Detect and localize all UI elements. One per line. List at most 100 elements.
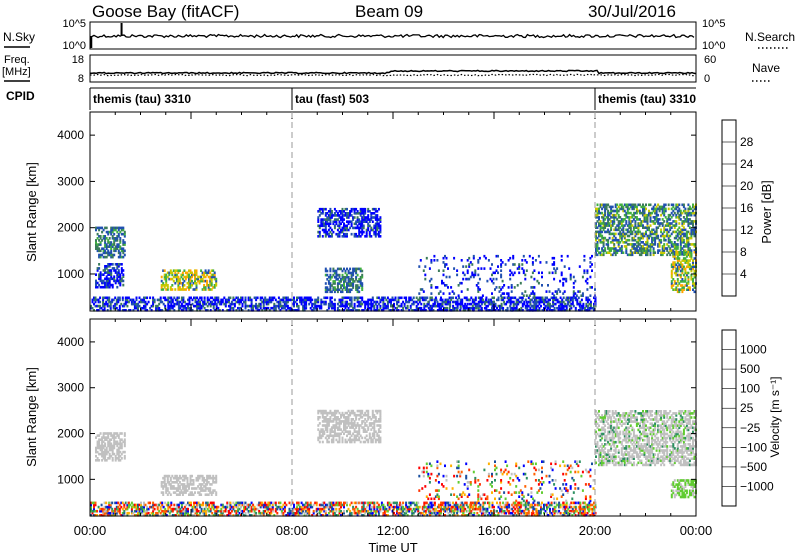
heatmap-cell — [137, 511, 139, 515]
heatmap-cell — [685, 230, 688, 234]
heatmap-cell — [214, 511, 217, 515]
heatmap-cell — [503, 300, 506, 304]
heatmap-cell — [332, 214, 335, 217]
heatmap-cell — [500, 288, 503, 291]
heatmap-cell — [477, 302, 480, 306]
heatmap-cell — [559, 304, 562, 308]
heatmap-cell — [214, 296, 217, 300]
heatmap-cell — [693, 269, 696, 273]
heatmap-cell — [119, 245, 122, 248]
heatmap-cell — [667, 251, 670, 254]
heatmap-cell — [487, 259, 490, 262]
heatmap-cell — [607, 241, 610, 244]
heatmap-cell — [616, 251, 619, 254]
heatmap-cell — [374, 216, 377, 219]
heatmap-cell — [108, 263, 111, 266]
heatmap-cell — [166, 493, 169, 496]
heatmap-cell — [105, 302, 108, 306]
heatmap-cell — [346, 214, 348, 217]
heatmap-cell — [693, 249, 696, 252]
heatmap-cell — [338, 509, 341, 513]
heatmap-cell — [187, 304, 189, 308]
heatmap-cell — [649, 230, 652, 234]
heatmap-cell — [177, 487, 180, 490]
heatmap-cell — [670, 222, 673, 225]
heatmap-cell — [649, 218, 652, 221]
heatmap-cell — [107, 271, 110, 274]
heatmap-cell — [194, 273, 196, 277]
heatmap-cell — [581, 304, 584, 308]
heatmap-cell — [361, 218, 364, 221]
heatmap-cell — [288, 509, 291, 513]
heatmap-cell — [102, 454, 105, 458]
heatmap-cell — [362, 509, 365, 513]
heatmap-cell — [320, 509, 323, 513]
heatmap-cell — [586, 296, 589, 300]
heatmap-cell — [626, 238, 629, 242]
heatmap-cell — [330, 300, 333, 304]
heatmap-cell — [108, 304, 111, 308]
heatmap-cell — [533, 286, 536, 289]
heatmap-cell — [649, 249, 652, 252]
heatmap-cell — [632, 245, 635, 248]
heatmap-cell — [579, 306, 582, 310]
heatmap-cell — [347, 212, 350, 215]
heatmap-cell — [194, 304, 197, 308]
heatmap-cell — [333, 212, 336, 215]
heatmap-cell — [666, 243, 669, 246]
heatmap-cell — [329, 302, 332, 306]
heatmap-cell — [94, 304, 97, 308]
heatmap-cell — [341, 296, 344, 300]
heatmap-cell — [676, 261, 679, 264]
heatmap-cell — [98, 446, 101, 450]
heatmap-cell — [203, 481, 206, 484]
heatmap-cell — [163, 485, 166, 488]
heatmap-cell — [418, 298, 421, 302]
heatmap-cell — [116, 275, 119, 278]
heatmap-cell — [365, 232, 368, 236]
heatmap-cell — [144, 514, 147, 517]
heatmap-cell — [667, 234, 670, 238]
heatmap-cell — [114, 454, 117, 458]
heatmap-cell — [553, 306, 556, 310]
heatmap-cell — [359, 302, 362, 306]
heatmap-cell — [171, 487, 174, 490]
heatmap-cell — [330, 210, 333, 213]
heatmap-cell — [679, 213, 682, 217]
heatmap-cell — [336, 224, 339, 228]
heatmap-cell — [130, 509, 133, 513]
heatmap-cell — [213, 277, 216, 281]
heatmap-cell — [376, 228, 379, 232]
heatmap-cell — [177, 489, 180, 492]
heatmap-cell — [634, 243, 637, 246]
heatmap-cell — [682, 267, 685, 271]
heatmap-cell — [105, 285, 108, 289]
heatmap-cell — [502, 296, 505, 300]
heatmap-cell — [406, 300, 409, 304]
heatmap-cell — [661, 222, 664, 225]
heatmap-cell — [194, 509, 197, 513]
heatmap-cell — [675, 249, 678, 252]
heatmap-cell — [595, 245, 597, 248]
heatmap-cell — [367, 210, 370, 213]
heatmap-cell — [423, 302, 426, 306]
heatmap-cell — [330, 509, 333, 513]
heatmap-cell — [180, 503, 183, 507]
heatmap-cell — [362, 505, 365, 509]
heatmap-cell — [676, 232, 679, 236]
heatmap-cell — [462, 309, 465, 312]
heatmap-cell — [617, 243, 620, 246]
heatmap-cell — [521, 298, 524, 302]
heatmap-cell — [343, 505, 345, 509]
heatmap-cell — [468, 298, 471, 302]
heatmap-cell — [356, 304, 359, 308]
heatmap-cell — [196, 505, 199, 509]
heatmap-cell — [623, 245, 626, 248]
heatmap-cell — [435, 304, 438, 308]
heatmap-cell — [259, 298, 262, 302]
heatmap-cell — [593, 296, 595, 300]
heatmap-cell — [119, 237, 122, 240]
heatmap-cell — [382, 304, 385, 308]
heatmap-cell — [176, 302, 179, 306]
heatmap-cell — [240, 501, 242, 505]
